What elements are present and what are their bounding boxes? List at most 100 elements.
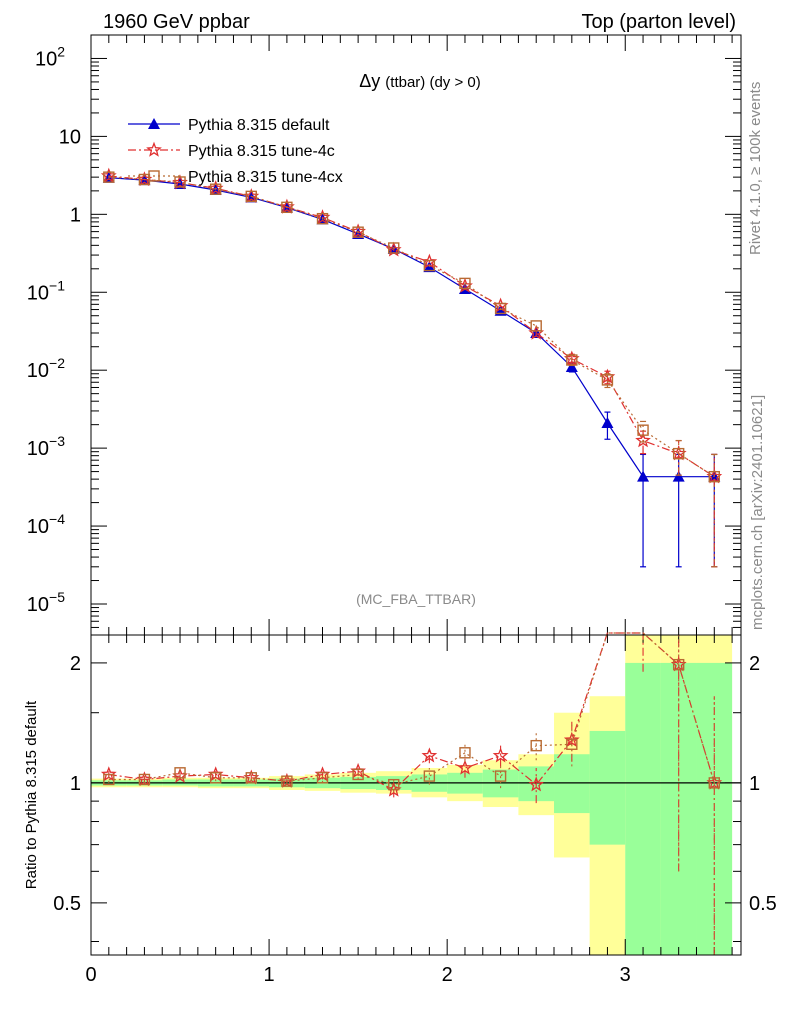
ratio-point-square xyxy=(174,767,186,779)
legend-marker-square xyxy=(148,170,160,182)
main-ytick-label: 10−3 xyxy=(27,433,65,460)
data-point-square xyxy=(174,176,186,188)
ratio-point-star xyxy=(528,776,545,792)
ratio-point-square xyxy=(103,773,115,786)
data-point-square xyxy=(601,374,614,386)
ratio-series-square xyxy=(103,632,720,955)
main-ytick-label-base: 1 xyxy=(70,204,81,226)
ratio-point-square xyxy=(209,772,222,784)
data-point-triangle xyxy=(565,360,578,372)
ratio-point-square xyxy=(281,775,293,787)
data-point-star xyxy=(421,253,438,269)
main-ytick-label: 10−1 xyxy=(27,277,65,304)
ratio-ylabel: Ratio to Pythia 8.315 default xyxy=(23,700,40,889)
uncertainty-band-green xyxy=(554,754,590,814)
data-point-square xyxy=(316,212,329,225)
main-ytick-label-base: 10 xyxy=(59,126,81,148)
main-ytick-label-exp: −3 xyxy=(49,433,65,449)
data-point-square xyxy=(566,354,578,366)
series-line xyxy=(108,177,715,478)
ratio-plot-frame xyxy=(90,634,742,956)
data-point-square xyxy=(494,302,507,315)
main-ytick-label-base: 10 xyxy=(35,48,57,70)
data-point-square xyxy=(103,171,115,183)
main-ytick-label: 10−4 xyxy=(27,511,65,538)
data-point-square xyxy=(530,320,542,332)
data-point-triangle xyxy=(672,470,685,482)
ratio-point-square xyxy=(352,768,364,781)
data-point-square xyxy=(209,183,222,195)
main-ytick-label: 10−2 xyxy=(27,355,65,382)
main-ytick-label-exp: −2 xyxy=(49,355,65,371)
legend-label: Pythia 8.315 default xyxy=(188,117,330,134)
xtick-label: 2 xyxy=(442,964,453,986)
plot-title-text: (ttbar) (dy > 0) xyxy=(385,74,480,91)
data-point-square xyxy=(352,226,364,238)
data-point-square xyxy=(672,447,685,460)
uncertainty-band-green xyxy=(589,730,626,845)
ratio-ytick-label-left: 2 xyxy=(70,653,81,675)
main-ytick-label: 102 xyxy=(35,43,65,70)
main-ytick-label: 10−5 xyxy=(27,589,65,616)
legend: Pythia 8.315 default Pythia 8.315 tune-4c… xyxy=(128,117,343,186)
data-point-square xyxy=(388,242,400,254)
ratio-ytick-label-left: 0.5 xyxy=(53,893,81,915)
ratio-point-star xyxy=(563,731,580,747)
ratio-point-square xyxy=(423,770,436,782)
main-ytick-label-base: 10 xyxy=(27,516,49,538)
ratio-point-square xyxy=(708,777,720,789)
legend-marker-triangle xyxy=(148,118,160,129)
data-point-square xyxy=(637,424,649,436)
main-ytick-label-exp: −1 xyxy=(49,277,65,293)
ratio-point-square xyxy=(530,739,542,752)
plot-title-symbol: Δy xyxy=(359,71,380,91)
series-line xyxy=(108,175,715,478)
main-ytick-label-exp: −4 xyxy=(49,511,65,527)
data-point-triangle xyxy=(637,470,650,482)
ratio-ytick-label-right: 2 xyxy=(749,653,760,675)
analysis-label: (MC_FBA_TTBAR) xyxy=(356,591,476,607)
ratio-point-square xyxy=(138,773,151,786)
xtick-label: 3 xyxy=(620,964,631,986)
ratio-point-square xyxy=(494,770,507,782)
xtick-label: 0 xyxy=(85,964,96,986)
ratio-point-square xyxy=(245,772,257,784)
ratio-point-square xyxy=(459,747,471,759)
mcplots-label: mcplots.cern.ch [arXiv:2401.10621] xyxy=(749,395,766,630)
rivet-label: Rivet 4.1.0, ≥ 100k events xyxy=(747,82,764,255)
main-ytick-label-exp: −5 xyxy=(49,589,65,605)
data-point-square xyxy=(245,190,257,203)
header-right: Top (parton level) xyxy=(581,11,736,33)
ratio-series-line xyxy=(108,632,715,786)
main-ytick-label-base: 10 xyxy=(27,594,49,616)
ratio-ytick-label-right: 0.5 xyxy=(749,893,777,915)
ratio-point-square xyxy=(672,658,685,671)
data-point-star xyxy=(635,432,651,448)
legend-label: Pythia 8.315 tune-4cx xyxy=(188,169,343,186)
main-ytick-label: 1 xyxy=(70,204,81,226)
ratio-point-square xyxy=(388,778,400,791)
data-point-square xyxy=(423,259,436,272)
data-point-triangle xyxy=(601,417,614,429)
plot-title: Δy (ttbar) (dy > 0) xyxy=(359,71,481,91)
main-ytick-label-base: 10 xyxy=(27,282,49,304)
data-point-square xyxy=(459,277,471,290)
header-left: 1960 GeV ppbar xyxy=(103,11,250,33)
uncertainty-band-green xyxy=(660,662,697,955)
series-line xyxy=(108,176,715,478)
ratio-plot-panel: 2 2 1 1 0.5 0.5 0 1 2 3 Ratio to Pythia 8.315 def… xyxy=(23,632,777,986)
series-square xyxy=(103,171,720,568)
ratio-series-line xyxy=(108,632,715,791)
series-triangle xyxy=(102,171,721,568)
ratio-ytick-label-right: 1 xyxy=(749,773,760,795)
ratio-point-square xyxy=(566,738,578,750)
main-ytick-label: 10 xyxy=(59,126,81,148)
main-ytick-label-base: 10 xyxy=(27,438,49,460)
ratio-point-star xyxy=(492,747,509,763)
ratio-ytick-label-left: 1 xyxy=(70,773,81,795)
legend-marker-star xyxy=(146,141,162,157)
data-point-square xyxy=(708,470,720,483)
uncertainty-band-green xyxy=(625,662,661,955)
